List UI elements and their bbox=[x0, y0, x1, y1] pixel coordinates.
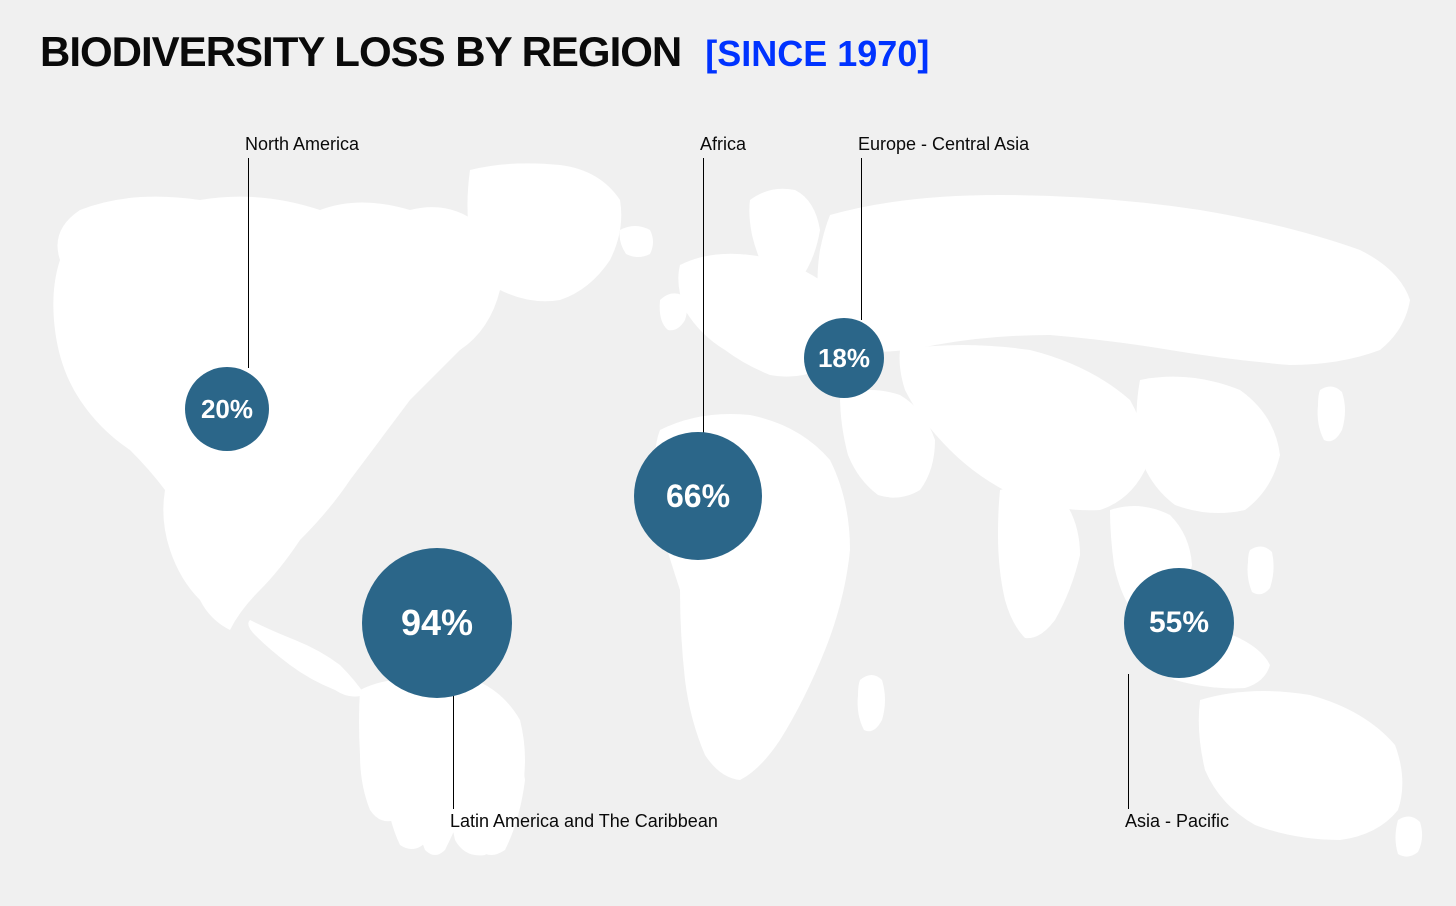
bubble-value-asia-pacific: 55% bbox=[1149, 606, 1209, 640]
title-main: BIODIVERSITY LOSS BY REGION bbox=[40, 28, 681, 76]
bubble-africa: 66% bbox=[634, 432, 762, 560]
bubble-asia-pacific: 55% bbox=[1124, 568, 1234, 678]
title-container: BIODIVERSITY LOSS BY REGION [SINCE 1970] bbox=[40, 28, 929, 76]
title-sub: [SINCE 1970] bbox=[705, 33, 929, 75]
bubble-north-america: 20% bbox=[185, 367, 269, 451]
label-asia-pacific: Asia - Pacific bbox=[1125, 811, 1229, 832]
bubble-value-africa: 66% bbox=[666, 478, 730, 515]
label-latin-america: Latin America and The Caribbean bbox=[450, 811, 718, 832]
bubble-value-latin-america: 94% bbox=[401, 602, 473, 644]
leader-line-latin-america bbox=[453, 694, 454, 809]
leader-line-asia-pacific bbox=[1128, 674, 1129, 809]
bubble-value-europe: 18% bbox=[818, 343, 870, 374]
bubble-value-north-america: 20% bbox=[201, 394, 253, 425]
bubble-europe: 18% bbox=[804, 318, 884, 398]
leader-line-africa bbox=[703, 158, 704, 436]
leader-line-europe bbox=[861, 158, 862, 320]
label-europe: Europe - Central Asia bbox=[858, 134, 1029, 155]
map-container: North America 20% Africa 66% Europe - Ce… bbox=[0, 140, 1456, 860]
label-north-america: North America bbox=[245, 134, 359, 155]
bubble-latin-america: 94% bbox=[362, 548, 512, 698]
label-africa: Africa bbox=[700, 134, 746, 155]
leader-line-north-america bbox=[248, 158, 249, 368]
